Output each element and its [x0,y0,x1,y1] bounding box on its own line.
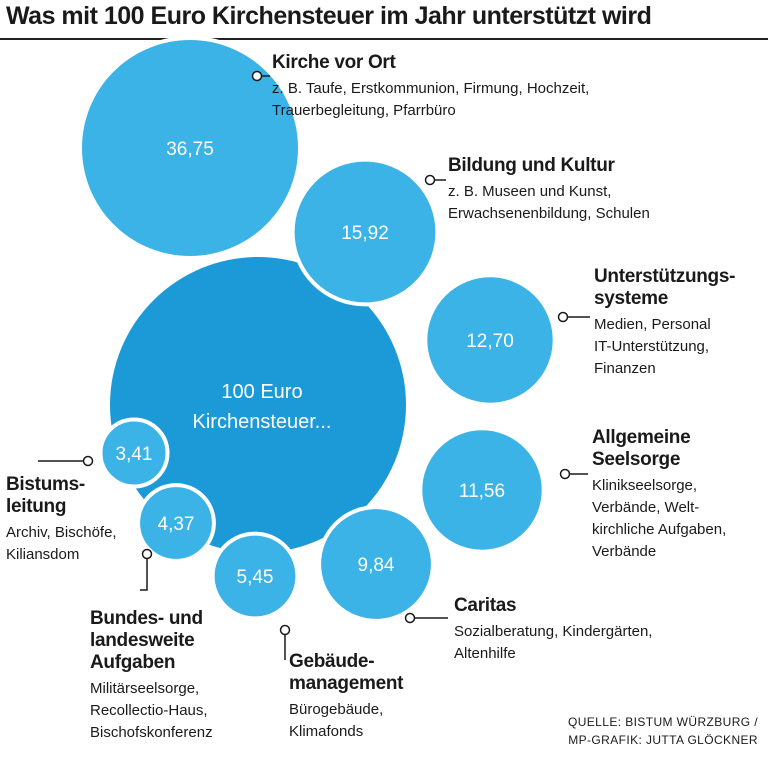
category-description: Medien, Personal [594,316,711,333]
center-label-line: Kirchensteuer... [193,411,332,433]
category-description: z. B. Museen und Kunst, [448,183,612,200]
category-description: Sozialberatung, Kindergärten, [454,623,653,640]
label-gebaeudemanagement: Gebäude-management Bürogebäude, Klimafonds [289,651,404,743]
category-description: Altenhilfe [454,645,516,662]
category-name: Bundes- und [90,608,203,629]
chart-title: Was mit 100 Euro Kirchensteuer im Jahr u… [6,2,652,30]
value-label-gebaeudemanagement: 5,45 [237,567,274,588]
leader-dot-bundes-und-landesweite-aufgaben [141,548,153,560]
leader-dot-caritas [404,612,416,624]
label-bildung-und-kultur: Bildung und Kultur z. B. Museen und Kunst… [448,155,650,225]
label-caritas: Caritas Sozialberatung, Kindergärten, Alte… [454,595,652,665]
category-description: kirchliche Aufgaben, [592,521,727,538]
center-label: 100 Euro Kirchensteuer... [193,381,332,433]
value-label-bundes-und-landesweite-aufgaben: 4,37 [158,514,195,535]
source-line: QUELLE: BISTUM WÜRZBURG / [567,715,758,729]
category-description: Finanzen [594,360,656,377]
category-description: Trauerbegleitung, Pfarrbüro [272,102,456,119]
category-name: Seelsorge [592,449,681,470]
value-label-kirche-vor-ort: 36,75 [166,139,214,160]
leader-dot-allgemeine-seelsorge [559,468,571,480]
center-bubble [110,257,406,553]
category-name: landesweite [90,630,195,651]
bubble-kirche-vor-ort [78,36,302,260]
label-unterstuetzungssysteme: Unterstützungs-systeme Medien, Personal IT… [594,266,735,380]
category-description: Recollectio-Haus, [90,702,208,719]
category-name: leitung [6,496,67,517]
value-label-allgemeine-seelsorge: 11,56 [459,481,505,502]
bubble-bundes-und-landesweite-aufgaben [136,483,216,563]
category-description: Verbände, Welt- [592,499,700,516]
category-description: z. B. Taufe, Erstkommunion, Firmung, Hoc… [272,80,590,97]
bubble-unterstuetzungssysteme [423,273,557,407]
label-kirche-vor-ort: Kirche vor Ort z. B. Taufe, Erstkommunion… [272,52,589,122]
leader-dot-kirche-vor-ort [251,70,263,82]
category-name: management [289,673,404,694]
category-name: Caritas [454,595,517,616]
category-name: Bistums- [6,474,85,495]
label-allgemeine-seelsorge: Allgemeine Seelsorge Klinikseelsorge, Verbä… [592,427,726,563]
leader-dot-unterstuetzungssysteme [557,311,569,323]
category-description: Klimafonds [289,723,364,740]
leader-dot-gebaeudemanagement [279,624,291,636]
value-label-bistumsleitung: 3,41 [116,444,153,465]
category-description: Klinikseelsorge, [592,477,698,494]
category-description: Bischofskonferenz [90,724,213,741]
value-label-unterstuetzungssysteme: 12,70 [466,331,514,352]
leader-line-bundes-und-landesweite-aufgaben [140,554,148,591]
category-description: Archiv, Bischöfe, [6,524,117,541]
bubble-caritas [317,505,435,623]
value-label-bildung-und-kultur: 15,92 [341,223,389,244]
title-rule [0,38,768,40]
category-name: Unterstützungs- [594,266,736,287]
category-description: Militärseelsorge, [90,680,200,697]
leader-dot-bistumsleitung [82,455,94,467]
value-label-caritas: 9,84 [358,555,395,576]
category-description: Erwachsenenbildung, Schulen [448,205,650,222]
category-name: Kirche vor Ort [272,52,396,73]
credit-line: MP-GRAFIK: JUTTA GLÖCKNER [568,733,758,747]
category-name: systeme [594,288,668,309]
category-description: IT-Unterstützung, [594,338,710,355]
category-description: Kiliansdom [6,546,80,563]
category-description: Bürogebäude, [289,701,384,718]
source-credit: QUELLE: BISTUM WÜRZBURG / MP-GRAFIK: JUT… [568,713,758,749]
category-name: Allgemeine [592,427,691,448]
bubble-allgemeine-seelsorge [418,426,546,554]
bubble-bildung-und-kultur [290,157,440,307]
bubble-gebaeudemanagement [210,531,300,621]
category-description: Verbände [592,543,657,560]
category-name: Bildung und Kultur [448,155,615,176]
category-name: Aufgaben [90,652,176,673]
center-label-line: 100 Euro [221,381,302,403]
label-bistumsleitung: Bistums-leitung Archiv, Bischöfe, Kiliansd… [6,474,117,566]
category-name: Gebäude- [289,651,375,672]
label-bundes-und-landesweite-aufgaben: Bundes- und landesweite Aufgaben Militärsee… [90,608,213,744]
bubble-bistumsleitung [98,417,170,489]
leader-dot-bildung-und-kultur [424,174,436,186]
